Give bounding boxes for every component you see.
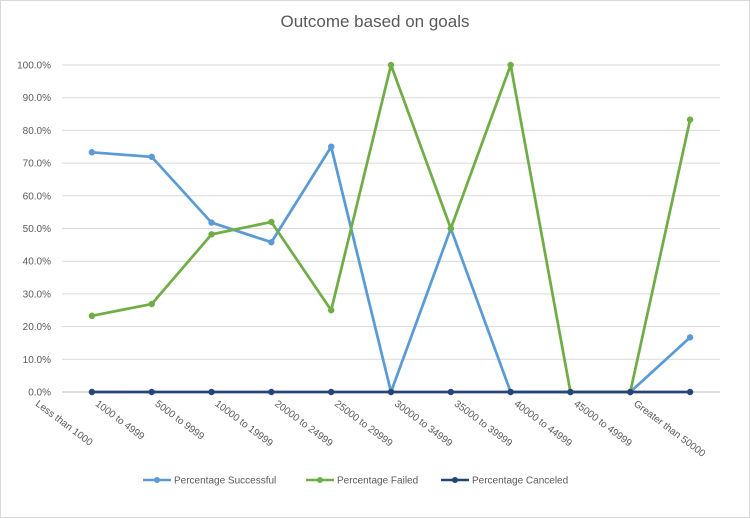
data-point-percentage-failed (686, 116, 694, 123)
x-tick-label: 10000 to 19999 (213, 399, 275, 450)
legend: Percentage Successful Percentage Failed Pe… (143, 476, 568, 487)
data-point-percentage-successful (268, 238, 275, 246)
chart-title: Outcome based on goals (280, 12, 469, 31)
data-point-percentage-failed (148, 300, 155, 308)
data-point-percentage-canceled (208, 388, 215, 396)
legend-label-percentage-successful: Percentage Successful (174, 476, 276, 487)
y-tick-label: 70.0% (23, 159, 51, 170)
y-tick-label: 0.0% (28, 388, 51, 399)
x-tick-label: 35000 to 39999 (452, 399, 514, 450)
x-tick-label: Greater than 50000 (631, 399, 707, 460)
x-tick-label: 45000 to 49999 (571, 399, 633, 450)
data-point-percentage-successful (327, 143, 335, 150)
data-point-percentage-canceled (387, 388, 395, 396)
data-point-percentage-canceled (686, 388, 694, 396)
x-tick-label: 30000 to 34999 (392, 399, 454, 450)
data-point-percentage-successful (148, 153, 155, 161)
x-tick-label: 25000 to 29999 (332, 399, 394, 450)
y-tick-label: 20.0% (23, 322, 51, 333)
x-tick-label: Less than 1000 (33, 399, 95, 449)
x-tick-label: 5000 to 9999 (153, 399, 207, 443)
y-tick-label: 60.0% (23, 191, 51, 202)
y-tick-label: 80.0% (23, 126, 51, 137)
x-tick-label: 1000 to 4999 (93, 399, 147, 443)
y-tick-label: 40.0% (23, 257, 51, 268)
data-point-percentage-canceled (447, 388, 455, 396)
legend-label-percentage-canceled: Percentage Canceled (472, 476, 568, 487)
y-axis-ticks: 0.0% 10.0% 20.0% 30.0% 40.0% 50.0% 60.0% 70.0% 8… (17, 61, 51, 399)
data-point-percentage-canceled (507, 388, 514, 396)
data-point-percentage-failed (447, 225, 455, 232)
data-point-percentage-canceled (268, 388, 275, 396)
legend-marker-percentage-canceled (452, 477, 458, 483)
x-tick-label: 20000 to 24999 (272, 399, 334, 450)
legend-marker-percentage-successful (154, 477, 160, 483)
data-point-percentage-failed (327, 307, 335, 314)
data-point-percentage-failed (208, 231, 215, 238)
data-point-percentage-canceled (327, 388, 335, 396)
x-tick-label: 40000 to 44999 (512, 399, 574, 450)
data-point-percentage-failed (507, 61, 514, 69)
y-tick-label: 10.0% (23, 355, 51, 366)
data-point-percentage-successful (686, 334, 694, 341)
gridlines (62, 64, 720, 393)
series-lines (88, 61, 694, 396)
data-point-percentage-canceled (148, 388, 155, 396)
y-tick-label: 50.0% (23, 224, 51, 235)
data-point-percentage-canceled (627, 388, 634, 396)
data-point-percentage-failed (268, 218, 275, 226)
data-point-percentage-canceled (567, 388, 574, 396)
y-tick-label: 100.0% (17, 61, 51, 72)
data-point-percentage-failed (387, 61, 395, 69)
y-tick-label: 90.0% (23, 93, 51, 104)
data-point-percentage-failed (88, 312, 96, 320)
data-point-percentage-successful (88, 149, 96, 156)
legend-marker-percentage-failed (317, 477, 323, 483)
legend-label-percentage-failed: Percentage Failed (337, 476, 418, 487)
data-point-percentage-canceled (88, 388, 96, 396)
data-point-percentage-successful (208, 219, 215, 226)
y-tick-label: 30.0% (23, 289, 51, 300)
